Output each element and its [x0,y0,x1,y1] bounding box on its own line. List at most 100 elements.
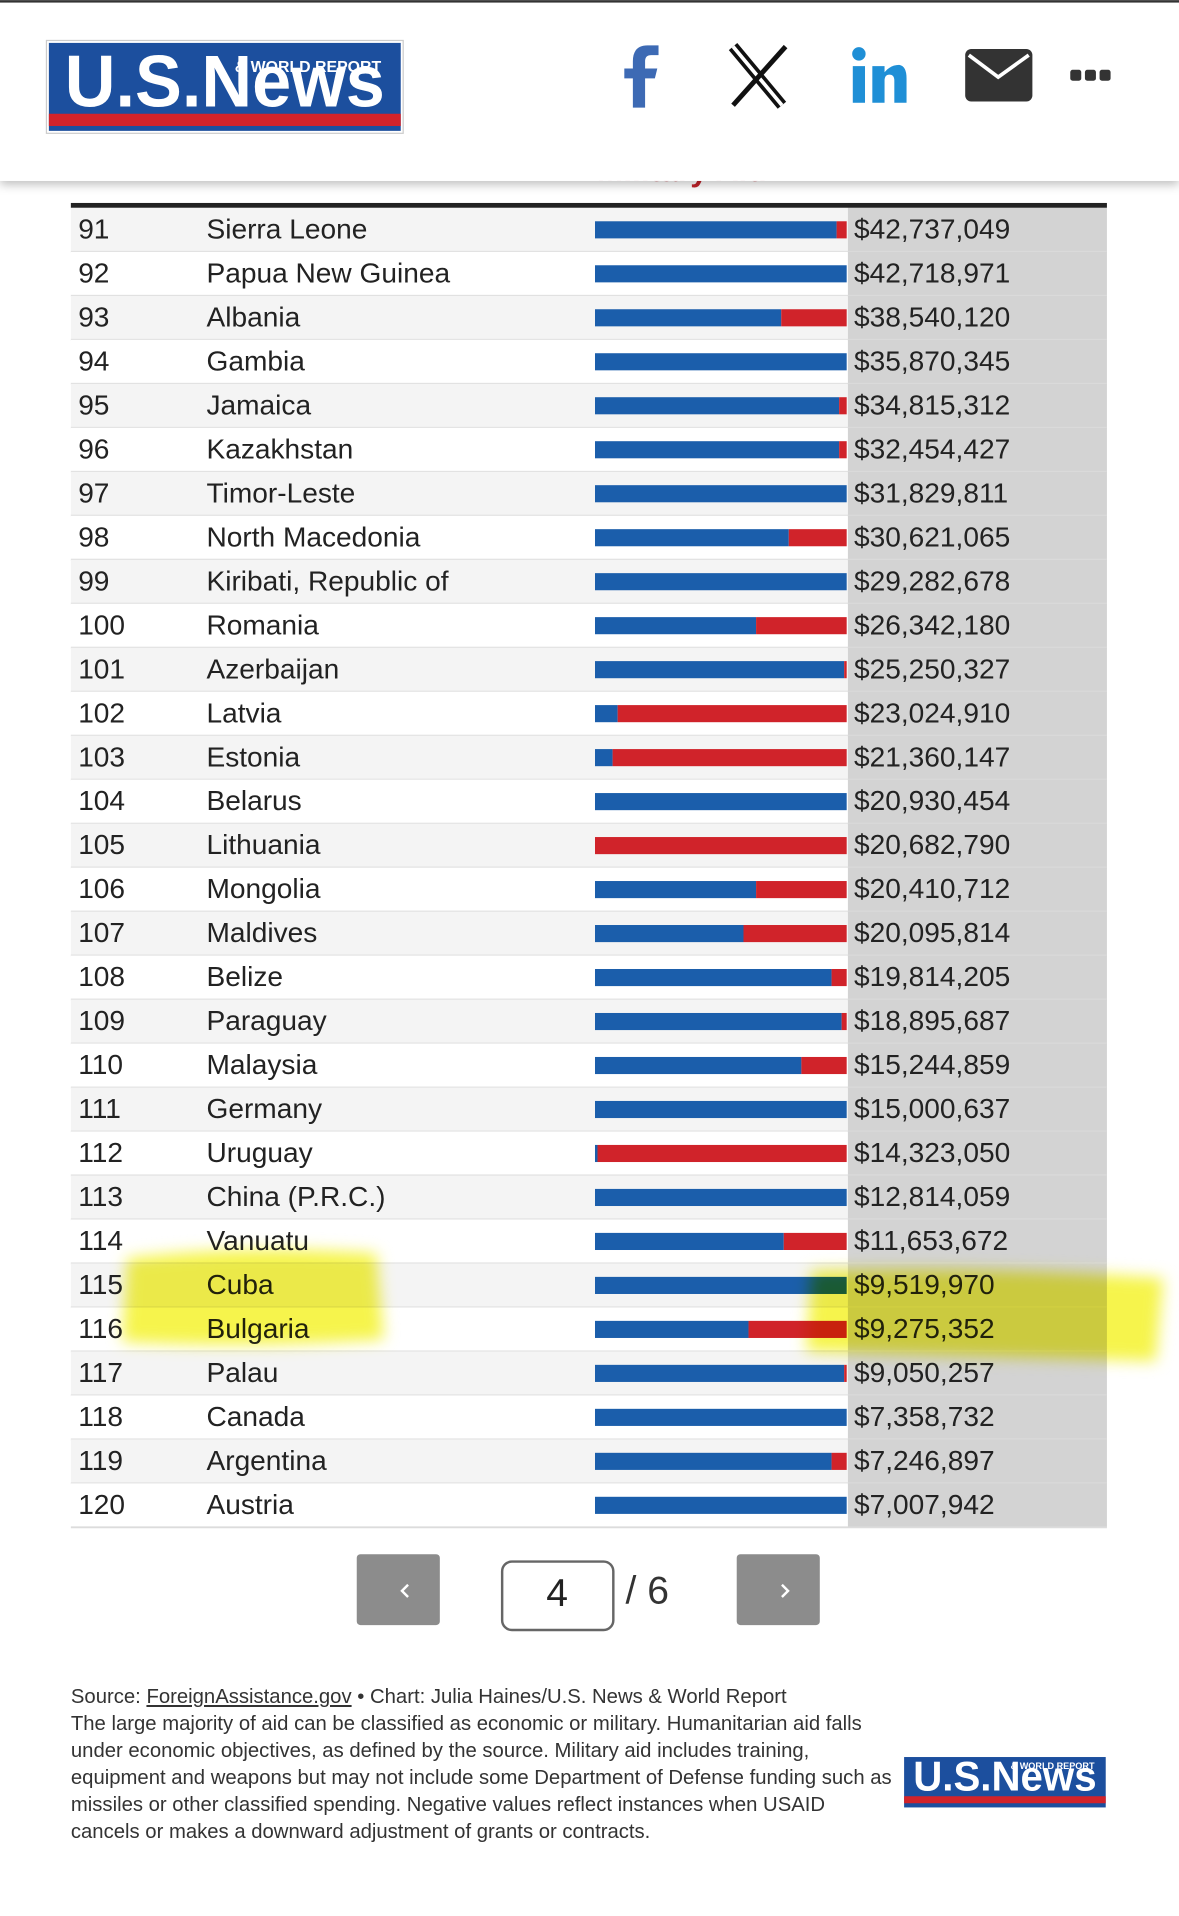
military-bar [839,441,847,459]
total: $18,895,687 [854,1005,1010,1036]
rank: 103 [78,741,125,772]
rank: 104 [78,785,125,816]
military-bar [844,1364,847,1382]
military-bar [756,881,847,899]
military-bar [612,749,847,767]
total: $21,360,147 [854,741,1010,772]
page-total: / 6 [626,1570,669,1613]
economic-bar [594,1100,847,1119]
total: $11,653,672 [854,1225,1008,1256]
military-bar [801,1056,847,1075]
mail-icon[interactable] [965,49,1033,102]
rank: 110 [78,1049,123,1080]
source-link[interactable]: ForeignAssistance.gov [146,1686,352,1708]
more-icon[interactable] [1070,69,1111,81]
page-input[interactable] [500,1560,615,1632]
economic-bar [594,617,757,635]
prev-button[interactable] [356,1554,440,1626]
rank: 118 [78,1401,123,1432]
country: Sierra Leone [206,213,367,244]
country: Malaysia [206,1049,317,1080]
country: Uruguay [206,1137,312,1168]
total: $7,246,897 [854,1445,995,1476]
country: Canada [206,1401,305,1432]
country: Germany [206,1093,322,1124]
value-background [847,647,1107,692]
logo[interactable]: U.S.News & WORLD REPORT [45,39,404,134]
economic-bar [594,793,847,811]
total: $35,870,345 [854,345,1010,376]
economic-bar [594,1408,847,1426]
total: $25,250,327 [854,653,1010,684]
military-bar [788,529,847,547]
country: Lithuania [206,829,320,860]
total: $9,050,257 [854,1357,995,1388]
prev-arrow [400,1583,409,1598]
value-background [847,955,1107,1000]
value-background [847,823,1107,868]
total: $31,829,811 [854,477,1008,508]
rank: 100 [78,609,125,640]
table: 91 Sierra Leone $42,737,049 92 Papua New Gui… [70,207,1107,1529]
value-background [847,999,1107,1044]
x-icon[interactable] [728,43,788,109]
value-background [847,691,1107,736]
economic-bar [594,1012,842,1031]
country: Belize [206,961,283,992]
total: $32,454,427 [854,433,1010,464]
economic-bar [594,881,757,899]
total: $20,930,454 [854,785,1010,816]
total: $30,621,065 [854,521,1010,552]
economic-bar [594,1056,802,1075]
military-bar [594,837,847,855]
logo-tagline: & WORLD REPORT [235,59,382,76]
pagination: 4 / 6 [356,1554,820,1632]
country: Latvia [206,697,281,728]
value-background [847,735,1107,780]
military-bar [841,1012,847,1031]
footer-note: The large majority of aid can be classif… [70,1713,892,1843]
country: Estonia [206,741,300,772]
military-bar [831,968,847,987]
country: Belarus [206,785,301,816]
rank: 97 [78,477,109,508]
military-bar [756,617,847,635]
value-background [847,1175,1107,1220]
country: Albania [206,301,300,332]
value-background [847,867,1107,912]
country: Gambia [206,345,305,376]
economic-bar [594,265,847,283]
linkedin-icon[interactable] [852,47,907,103]
value-background [847,1395,1107,1440]
rank: 105 [78,829,125,860]
country: Kiribati, Republic of [206,565,448,596]
economic-bar [594,1188,847,1207]
header: U.S.News & WORLD REPORT [0,0,1179,181]
logo-tagline: & WORLD REPORT [1011,1761,1095,1771]
economic-bar [594,1496,847,1514]
country: Jamaica [206,389,311,420]
economic-bar [594,661,845,679]
rank: 93 [78,301,109,332]
rank: 115 [78,1269,123,1300]
next-button[interactable] [736,1554,820,1626]
rank: 102 [78,697,125,728]
total: $15,244,859 [854,1049,1010,1080]
economic-bar [594,749,613,767]
rank: 120 [78,1489,125,1520]
logo-name: U.S.News [913,1753,1096,1800]
economic-bar [594,968,832,987]
facebook-icon[interactable] [624,45,659,108]
country: Romania [206,609,319,640]
rank: 91 [78,213,109,244]
economic-bar [594,1364,845,1382]
total: $34,815,312 [854,389,1010,420]
country: Azerbaijan [206,653,339,684]
economic-bar [594,353,847,371]
military-bar [781,309,847,327]
military-bar [831,1452,847,1470]
total: $12,814,059 [854,1181,1010,1212]
rank: 95 [78,389,109,420]
rank: 99 [78,565,109,596]
value-background [847,1351,1107,1396]
